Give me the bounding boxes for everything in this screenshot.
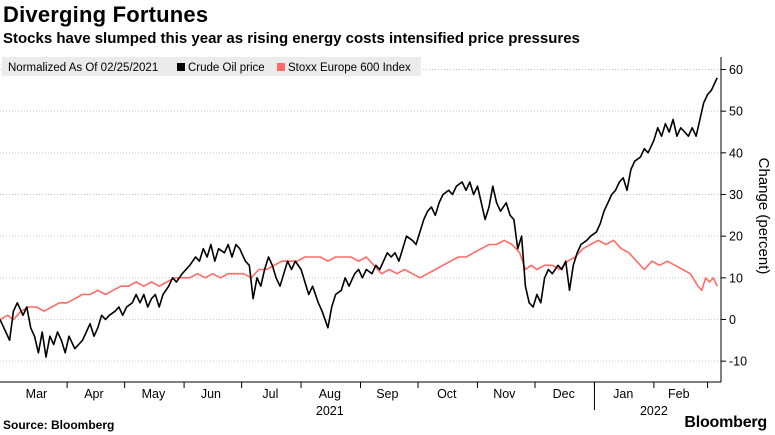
series-line-crude-oil [0,77,718,358]
year-label: 2021 [316,404,344,418]
y-tick-label: 0 [729,313,736,327]
axes: -10 0 10 20 30 40 50 60 Mar Apr May Jun Jul Aug Sep Oct… [0,57,747,418]
x-tick-label: Dec [553,387,575,401]
x-tick-label: Apr [84,387,103,401]
x-tick-label: Jul [262,387,278,401]
series [0,77,718,358]
legend-label-stoxx: Stoxx Europe 600 Index [288,62,411,74]
y-tick-label: 20 [729,230,743,244]
year-label: 2022 [640,404,668,418]
legend-swatch-stoxx [277,63,285,71]
legend: Normalized As Of 02/25/2021 Crude Oil pr… [2,57,421,76]
brand-logo: Bloomberg [684,414,767,431]
y-tick-label: -10 [729,355,747,369]
x-tick-label: May [142,387,166,401]
grid [0,69,721,362]
y-tick-label: 50 [729,105,743,119]
x-tick-label: Mar [26,387,48,401]
legend-background [2,57,421,76]
legend-note: Normalized As Of 02/25/2021 [8,62,158,74]
chart-subtitle: Stocks have slumped this year as rising … [3,30,580,47]
x-tick-label: Nov [493,387,516,401]
y-axis-label: Change (percent) [755,158,772,275]
x-tick-label: Jan [613,387,633,401]
y-tick-label: 60 [729,63,743,77]
x-tick-label: Oct [437,387,457,401]
y-tick-label: 10 [729,271,743,285]
x-tick-label: Jun [201,387,221,401]
x-tick-label: Sep [376,387,398,401]
x-tick-label: Feb [668,387,690,401]
legend-swatch-crude [177,63,185,71]
y-tick-label: 40 [729,146,743,160]
source-note: Source: Bloomberg [3,418,115,432]
legend-label-crude: Crude Oil price [188,62,265,74]
y-tick-label: 30 [729,188,743,202]
chart-title: Diverging Fortunes [3,2,209,27]
x-tick-label: Aug [319,387,341,401]
series-line-stoxx-600 [0,239,718,321]
